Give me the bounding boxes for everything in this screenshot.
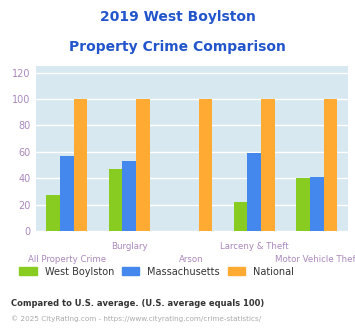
Bar [234,202,247,231]
Text: Compared to U.S. average. (U.S. average equals 100): Compared to U.S. average. (U.S. average … [11,299,264,308]
Text: All Property Crime: All Property Crime [28,255,106,264]
Bar [323,99,337,231]
Text: Property Crime Comparison: Property Crime Comparison [69,40,286,53]
Bar [73,99,87,231]
Bar [247,153,261,231]
Bar [198,99,212,231]
Bar [60,156,73,231]
Text: Larceny & Theft: Larceny & Theft [220,242,289,250]
Text: 2019 West Boylston: 2019 West Boylston [99,10,256,24]
Bar [109,169,122,231]
Text: Arson: Arson [179,255,204,264]
Bar [46,195,60,231]
Bar [122,161,136,231]
Bar [296,178,310,231]
Bar [310,177,323,231]
Legend: West Boylston, Massachusetts, National: West Boylston, Massachusetts, National [16,263,297,280]
Text: Motor Vehicle Theft: Motor Vehicle Theft [275,255,355,264]
Text: Burglary: Burglary [111,242,148,250]
Text: © 2025 CityRating.com - https://www.cityrating.com/crime-statistics/: © 2025 CityRating.com - https://www.city… [11,315,261,322]
Bar [261,99,275,231]
Bar [136,99,150,231]
